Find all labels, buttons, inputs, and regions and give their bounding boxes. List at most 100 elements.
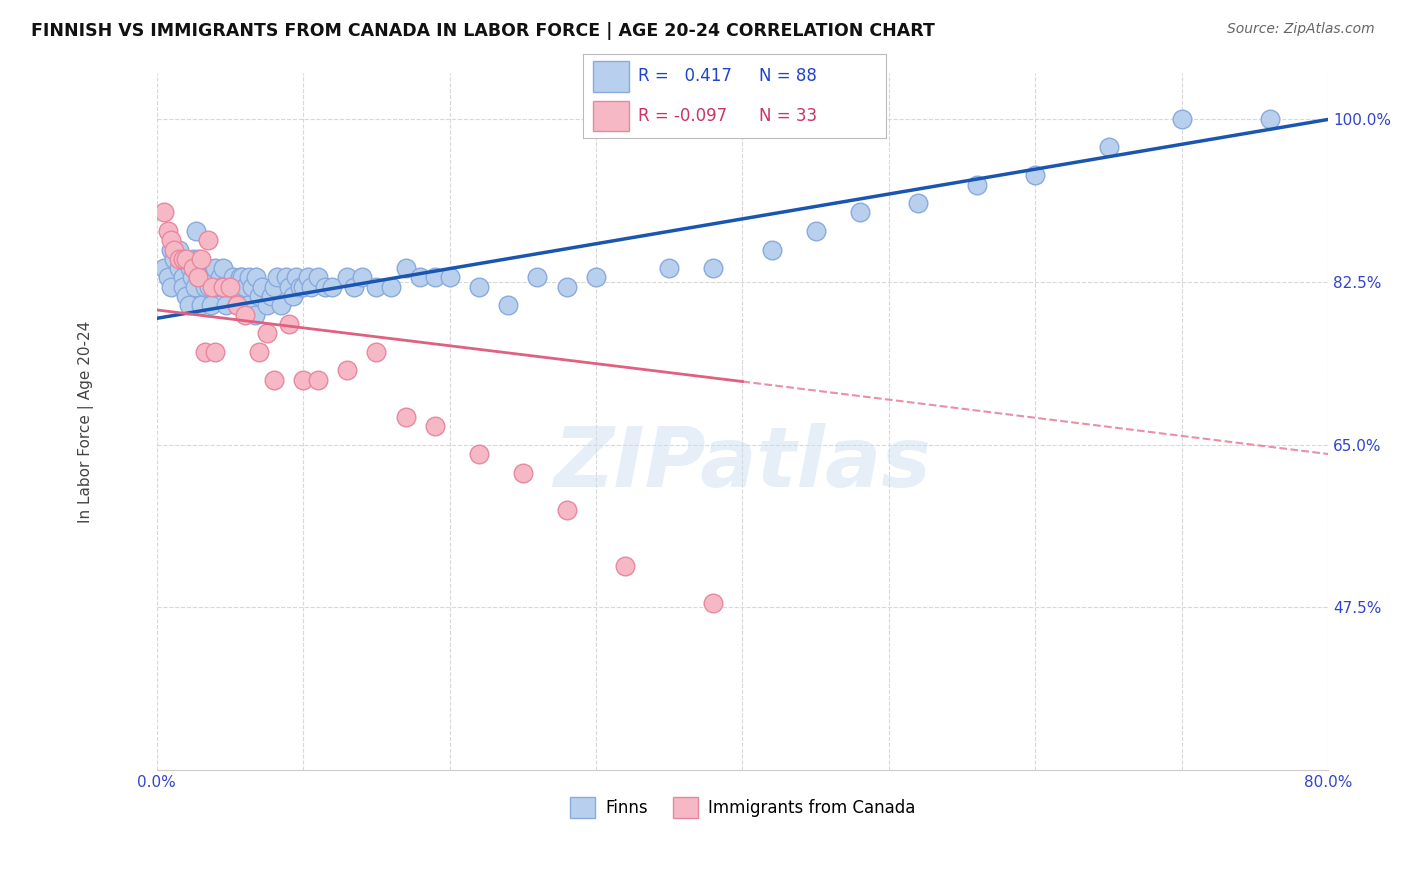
Text: N = 33: N = 33	[759, 107, 817, 125]
Point	[804, 224, 827, 238]
Point	[266, 270, 288, 285]
Point	[1024, 168, 1046, 182]
Point	[215, 279, 238, 293]
Point	[231, 270, 253, 285]
Point	[366, 279, 388, 293]
Point	[256, 298, 278, 312]
Point	[423, 270, 446, 285]
Point	[260, 289, 283, 303]
Point	[423, 419, 446, 434]
Point	[187, 270, 209, 285]
Point	[208, 270, 231, 285]
Point	[233, 279, 256, 293]
Point	[153, 205, 176, 219]
Point	[160, 279, 183, 293]
Point	[167, 252, 190, 266]
Point	[350, 270, 373, 285]
Point	[236, 298, 259, 312]
Point	[243, 308, 266, 322]
Point	[172, 270, 194, 285]
Point	[183, 252, 205, 266]
Point	[207, 279, 229, 293]
Text: ZIPatlas: ZIPatlas	[554, 423, 931, 504]
Point	[193, 270, 215, 285]
Text: R = -0.097: R = -0.097	[638, 107, 727, 125]
Point	[290, 279, 312, 293]
Point	[277, 317, 299, 331]
Point	[848, 205, 870, 219]
Point	[366, 344, 388, 359]
Point	[200, 298, 222, 312]
Point	[585, 270, 607, 285]
Point	[409, 270, 432, 285]
Point	[284, 270, 307, 285]
Point	[468, 447, 491, 461]
Point	[219, 279, 242, 293]
Point	[177, 298, 200, 312]
Point	[555, 279, 578, 293]
Point	[245, 270, 267, 285]
Point	[658, 261, 681, 276]
Point	[201, 279, 224, 293]
Point	[219, 279, 242, 293]
Point	[197, 270, 219, 285]
Point	[183, 261, 205, 276]
Point	[966, 178, 988, 192]
Point	[761, 243, 783, 257]
Point	[174, 289, 197, 303]
Point	[256, 326, 278, 341]
Point	[197, 233, 219, 247]
Point	[439, 270, 461, 285]
Y-axis label: In Labor Force | Age 20-24: In Labor Force | Age 20-24	[79, 320, 94, 523]
Point	[321, 279, 343, 293]
Point	[187, 252, 209, 266]
Point	[190, 298, 212, 312]
Point	[224, 279, 246, 293]
Point	[343, 279, 366, 293]
Point	[211, 279, 233, 293]
Point	[198, 279, 221, 293]
Point	[292, 373, 315, 387]
Point	[157, 224, 180, 238]
Point	[702, 596, 724, 610]
Point	[555, 502, 578, 516]
Point	[204, 344, 226, 359]
Point	[174, 252, 197, 266]
Point	[226, 298, 249, 312]
Point	[201, 270, 224, 285]
Point	[179, 261, 201, 276]
Point	[172, 252, 194, 266]
Point	[336, 363, 359, 377]
Point	[229, 270, 252, 285]
Point	[299, 279, 322, 293]
Point	[614, 558, 637, 573]
Point	[238, 270, 260, 285]
Point	[194, 344, 217, 359]
Point	[163, 252, 186, 266]
Point	[336, 270, 359, 285]
Point	[314, 279, 336, 293]
Point	[281, 289, 304, 303]
Bar	[592, 101, 628, 131]
Point	[702, 261, 724, 276]
Point	[157, 270, 180, 285]
Point	[160, 233, 183, 247]
Point	[297, 270, 319, 285]
Point	[209, 279, 232, 293]
Bar	[592, 62, 628, 92]
Point	[214, 298, 236, 312]
Point	[512, 466, 534, 480]
Text: R =   0.417: R = 0.417	[638, 68, 731, 86]
Point	[153, 261, 176, 276]
Point	[277, 279, 299, 293]
Point	[247, 344, 270, 359]
Point	[250, 279, 273, 293]
Point	[211, 261, 233, 276]
Point	[395, 261, 418, 276]
Point	[172, 279, 194, 293]
Point	[190, 252, 212, 266]
Point	[187, 270, 209, 285]
Text: Source: ZipAtlas.com: Source: ZipAtlas.com	[1227, 22, 1375, 37]
Point	[1258, 112, 1281, 127]
Point	[263, 373, 285, 387]
